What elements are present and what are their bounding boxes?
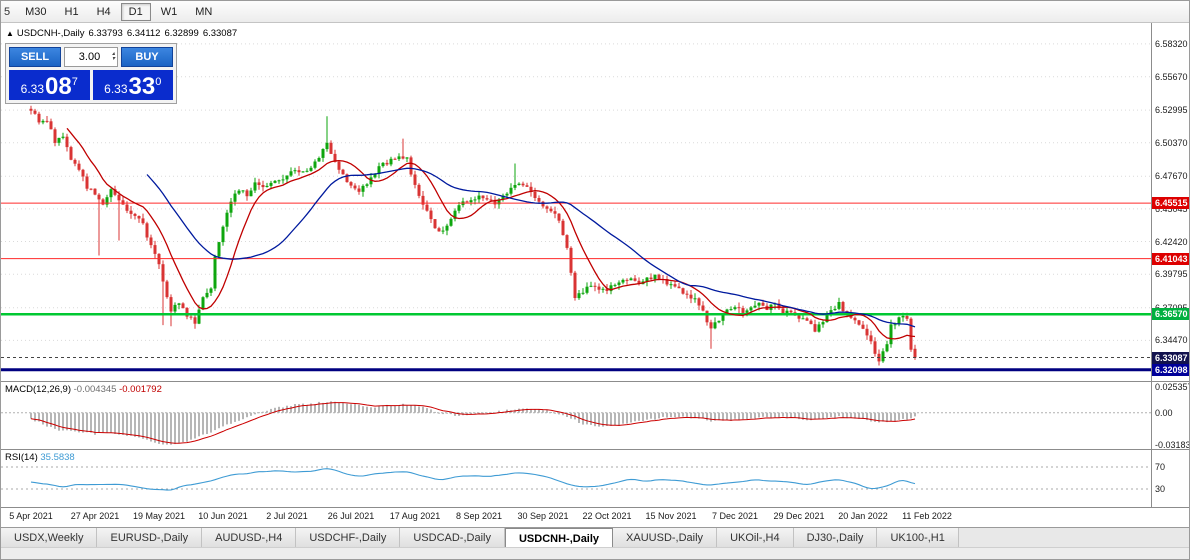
sell-button[interactable]: SELL: [9, 47, 61, 67]
macd-label: MACD(12,26,9) -0.004345 -0.001792: [5, 384, 162, 395]
buy-button[interactable]: BUY: [121, 47, 173, 67]
date-axis[interactable]: 5 Apr 2021 27 Apr 2021 19 May 2021 10 Jun 2…: [1, 507, 1151, 527]
price-axis-divider: [1151, 23, 1152, 507]
date-axis-label-4: 2 Jul 2021: [266, 511, 308, 521]
buy-price-small: 6.33: [104, 82, 128, 96]
chart-tabs-bar: USDX,Weekly EURUSD-,Daily AUDUSD-,H4 USDCHF…: [1, 527, 1189, 548]
chart-tab-6[interactable]: XAUUSD-,Daily: [613, 528, 718, 548]
price-axis-label-4: 6.47670: [1155, 171, 1188, 181]
chart-tab-5[interactable]: USDCNH-,Daily: [504, 528, 614, 548]
date-axis-label-8: 30 Sep 2021: [517, 511, 569, 521]
price-axis[interactable]: 6.58320 6.55670 6.52995 6.50370 6.47670 6.450…: [1152, 23, 1190, 527]
sell-price-sup: 7: [71, 76, 78, 88]
date-axis-label-7: 8 Sep 2021: [455, 511, 503, 521]
level-price-badge-0: 6.45515: [1152, 197, 1189, 209]
date-axis-label-11: 7 Dec 2021: [711, 511, 759, 521]
chart-tab-9[interactable]: UK100-,H1: [877, 528, 959, 548]
volume-value[interactable]: 3.00: [78, 51, 101, 63]
chart-tab-1[interactable]: EURUSD-,Daily: [97, 528, 203, 548]
volume-down-icon[interactable]: ▾: [111, 56, 115, 62]
date-axis-label-10: 15 Nov 2021: [645, 511, 697, 521]
chart-tab-8[interactable]: DJ30-,Daily: [793, 528, 878, 548]
price-axis-label-0: 6.58320: [1155, 39, 1188, 49]
rsi-axis-label-1: 30: [1155, 484, 1166, 494]
chart-symbol-title: USDCNH-,Daily: [16, 28, 85, 39]
date-axis-divider: [1, 507, 1189, 508]
buy-price-display[interactable]: 6.33 33 0: [92, 70, 173, 100]
ohlc-low: 6.32899: [164, 28, 199, 39]
date-axis-label-9: 22 Oct 2021: [582, 511, 632, 521]
buy-price-sup: 0: [155, 76, 162, 88]
price-axis-label-7: 6.39795: [1155, 269, 1188, 279]
one-click-trading-panel: SELL 3.00 ▴ ▾ BUY 6.33 08 7 6.33: [5, 43, 177, 104]
timeframe-button-mn[interactable]: MN: [187, 3, 220, 21]
date-axis-label-5: 26 Jul 2021: [327, 511, 375, 521]
date-axis-label-2: 19 May 2021: [132, 511, 186, 521]
date-axis-label-14: 11 Feb 2022: [902, 511, 952, 521]
price-axis-label-6: 6.42420: [1155, 237, 1188, 247]
chart-tab-4[interactable]: USDCAD-,Daily: [400, 528, 505, 548]
price-axis-label-5: 6.45045: [1155, 204, 1188, 214]
chart-ohlc-title: ▲ USDCNH-,Daily 6.33793 6.34112 6.32899 6.330…: [6, 28, 241, 39]
timeframe-button-d1[interactable]: D1: [120, 2, 151, 21]
volume-up-icon[interactable]: ▴: [111, 51, 115, 57]
chart-tab-7[interactable]: UKOil-,H4: [717, 528, 794, 548]
sell-price-display[interactable]: 6.33 08 7: [9, 70, 90, 100]
price-axis-label-3: 6.50370: [1155, 138, 1188, 148]
price-axis-label-9: 6.34470: [1155, 335, 1188, 345]
rsi-axis-label-0: 70: [1155, 462, 1166, 472]
macd-indicator-chart[interactable]: [1, 381, 1151, 449]
rsi-indicator-chart[interactable]: [1, 449, 1151, 507]
ohlc-close: 6.33087: [202, 28, 238, 39]
macd-axis-label-1: 0.00: [1155, 408, 1173, 418]
timeframe-button-w1[interactable]: W1: [153, 3, 186, 21]
date-axis-label-3: 10 Jun 2021: [198, 511, 248, 521]
date-axis-label-12: 29 Dec 2021: [773, 511, 825, 521]
macd-axis-label-2: -0.03183: [1155, 440, 1190, 450]
date-axis-label-13: 20 Jan 2022: [838, 511, 888, 521]
rsi-label: RSI(14) 35.5838: [5, 452, 75, 463]
current-price-badge: 6.33087: [1152, 352, 1189, 364]
volume-spin-buttons[interactable]: ▴ ▾: [111, 51, 115, 62]
sell-price-big: 08: [45, 73, 72, 100]
timeframe-button-h4[interactable]: H4: [89, 3, 119, 21]
main-chart[interactable]: [1, 23, 1151, 381]
timeframe-toolbar: 5 M30 H1 H4 D1 W1 MN: [1, 1, 1189, 23]
volume-stepper[interactable]: 3.00 ▴ ▾: [64, 47, 118, 67]
timeframe-button-5[interactable]: 5: [1, 3, 15, 21]
buy-price-big: 33: [128, 73, 156, 100]
ohlc-high: 6.34112: [126, 28, 161, 39]
macd-axis-label-0: 0.025357: [1155, 382, 1190, 392]
price-axis-label-1: 6.55670: [1155, 72, 1188, 82]
chart-tab-2[interactable]: AUDUSD-,H4: [202, 528, 297, 548]
ohlc-open: 6.33793: [88, 28, 123, 39]
one-click-toggle-icon[interactable]: ▲: [6, 29, 14, 38]
rsi-panel-divider[interactable]: [1, 449, 1189, 450]
chart-tab-0[interactable]: USDX,Weekly: [1, 528, 98, 548]
timeframe-button-m30[interactable]: M30: [17, 3, 54, 21]
price-axis-label-2: 6.52995: [1155, 105, 1188, 115]
chart-tab-3[interactable]: USDCHF-,Daily: [296, 528, 401, 548]
date-axis-label-6: 17 Aug 2021: [389, 511, 441, 521]
status-bar: [1, 547, 1189, 559]
level-price-badge-2: 6.36570: [1152, 308, 1189, 320]
sell-price-small: 6.33: [20, 82, 45, 96]
date-axis-label-1: 27 Apr 2021: [70, 511, 120, 521]
date-axis-label-0: 5 Apr 2021: [9, 511, 53, 521]
level-price-badge-4: 6.32098: [1152, 364, 1189, 376]
timeframe-button-h1[interactable]: H1: [57, 3, 87, 21]
level-price-badge-1: 6.41043: [1152, 253, 1189, 265]
chart-region: ▲ USDCNH-,Daily 6.33793 6.34112 6.32899 6.330…: [1, 23, 1190, 527]
macd-panel-divider[interactable]: [1, 381, 1189, 382]
